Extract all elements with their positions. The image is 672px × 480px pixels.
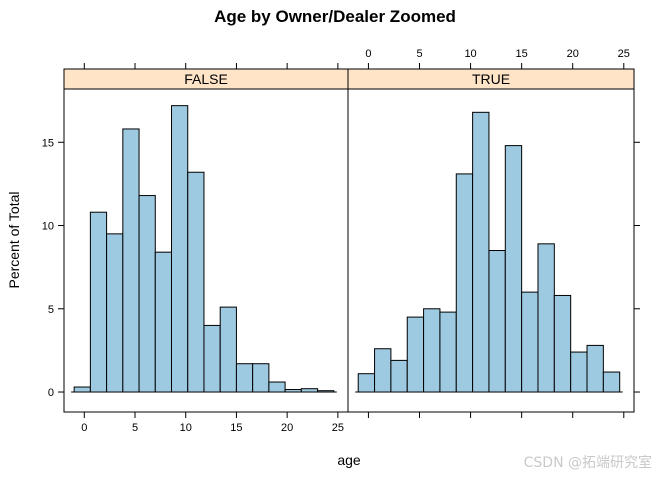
histogram-bar — [602, 371, 621, 393]
histogram-bar — [390, 359, 408, 393]
histogram-bar — [586, 344, 604, 393]
histogram-bar — [317, 390, 335, 393]
histogram-bar — [488, 250, 506, 393]
x-tick-label: 0 — [81, 422, 87, 434]
x-tick-label: 20 — [281, 422, 293, 434]
histogram-bar — [138, 195, 156, 393]
histogram-bar — [537, 243, 555, 393]
x-tick-label: 0 — [365, 48, 371, 60]
histogram-bar — [553, 294, 572, 393]
histogram-bar — [504, 145, 523, 393]
histogram-bar — [521, 291, 539, 393]
histogram-bar — [423, 308, 441, 393]
histogram-bar — [73, 386, 91, 393]
panel-false: FALSE 0 5 10 15 20 25 0 5 10 15 — [42, 63, 349, 434]
histogram-bar — [472, 111, 490, 393]
histogram-bar — [406, 316, 425, 393]
histogram-bar — [300, 388, 319, 393]
x-tick-label: 15 — [516, 48, 528, 60]
panels-group: FALSE 0 5 10 15 20 25 0 5 10 15 TRUE 0 5 10 15 20 25 — [42, 48, 640, 434]
histogram-bar — [171, 105, 189, 393]
histogram-bar — [570, 351, 588, 393]
histogram-bar — [268, 381, 286, 393]
histogram-bar — [455, 173, 474, 393]
x-axis-title: age — [337, 452, 361, 468]
x-tick-label: 5 — [416, 48, 422, 60]
panel-frame — [347, 88, 635, 413]
x-tick-label: 10 — [464, 48, 476, 60]
y-tick-label: 15 — [42, 137, 54, 149]
panel-true: TRUE 0 5 10 15 20 25 — [347, 48, 640, 418]
histogram-bar — [219, 306, 237, 393]
y-tick-label: 0 — [48, 387, 54, 399]
histogram-bar — [284, 389, 302, 393]
histogram-bar — [203, 324, 221, 393]
histogram-bar — [89, 211, 108, 393]
histogram-bar — [154, 251, 173, 393]
y-axis-title: Percent of Total — [6, 191, 22, 288]
histogram-bar — [374, 348, 392, 393]
y-tick-label: 5 — [48, 304, 54, 316]
histogram-bar — [235, 363, 254, 393]
watermark-text: CSDN @拓端研究室 — [524, 454, 652, 471]
y-tick-label: 10 — [42, 221, 54, 233]
histogram-bar — [122, 128, 140, 393]
chart-title: Age by Owner/Dealer Zoomed — [214, 7, 456, 26]
x-tick-label: 5 — [132, 422, 138, 434]
histogram-bar — [106, 233, 124, 393]
x-tick-label: 10 — [180, 422, 192, 434]
histogram-bar — [439, 311, 457, 393]
strip-label: TRUE — [472, 71, 510, 87]
strip-label: FALSE — [184, 71, 228, 87]
x-tick-label: 25 — [332, 422, 344, 434]
x-tick-label: 15 — [230, 422, 242, 434]
x-tick-label: 25 — [618, 48, 630, 60]
x-tick-label: 20 — [567, 48, 579, 60]
histogram-bar — [187, 171, 205, 393]
histogram-bar — [357, 373, 376, 393]
histogram-bar — [252, 363, 270, 393]
